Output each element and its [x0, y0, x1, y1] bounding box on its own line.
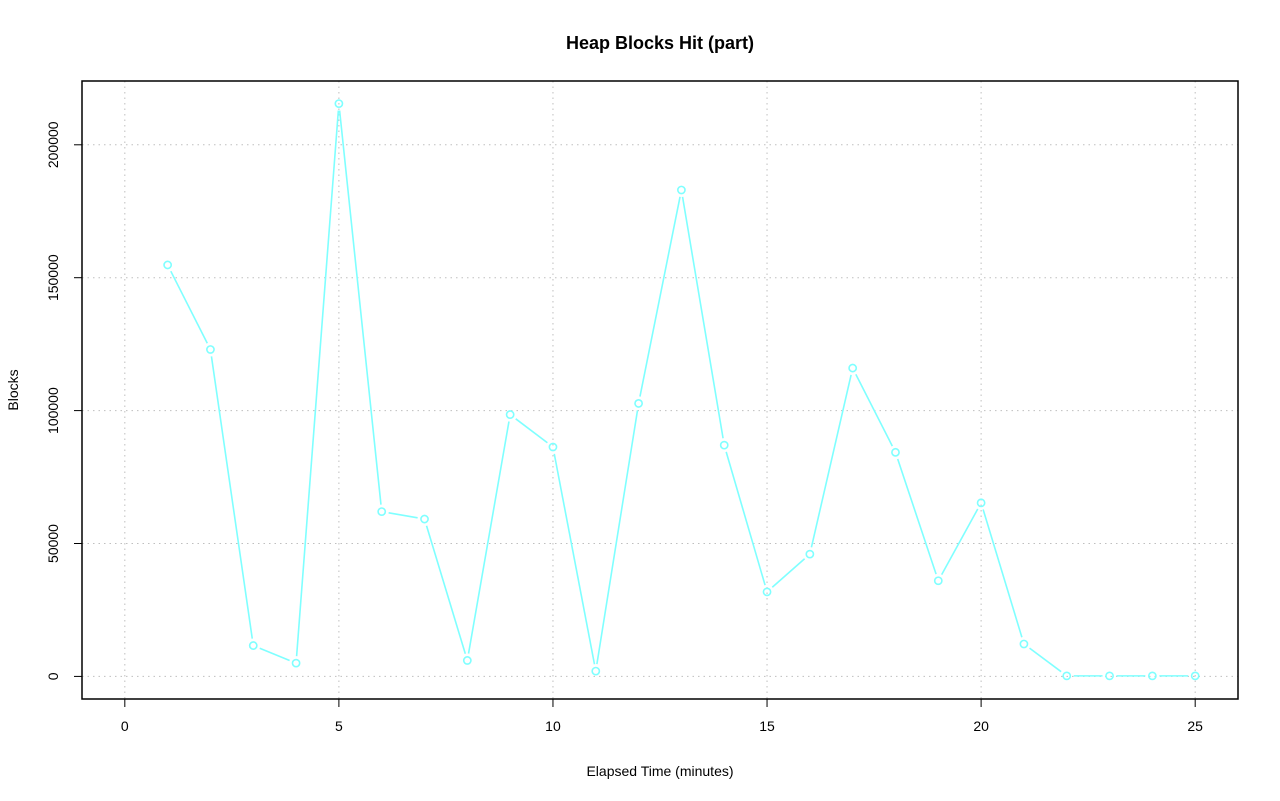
y-tick-label: 150000	[45, 254, 61, 301]
series-line-segment	[940, 508, 979, 575]
series-line-segment	[771, 558, 806, 588]
series-line-segment	[210, 356, 254, 639]
y-tick-label: 200000	[45, 121, 61, 168]
x-tick-label: 15	[759, 718, 775, 734]
data-point	[1190, 671, 1200, 681]
data-point	[891, 447, 900, 457]
data-point	[634, 399, 643, 408]
x-tick-label: 5	[335, 718, 343, 734]
x-axis: 0 5 10 15 20 25	[121, 699, 1203, 734]
data-point	[1062, 671, 1072, 681]
series-line-segment	[596, 410, 639, 665]
x-axis-label: Elapsed Time (minutes)	[586, 763, 733, 779]
series-line-segment	[467, 421, 510, 654]
data-point	[976, 498, 986, 508]
x-tick-label: 0	[121, 718, 129, 734]
chart-title: Heap Blocks Hit (part)	[566, 33, 754, 53]
y-axis-label: Blocks	[5, 369, 21, 410]
data-point	[291, 658, 301, 668]
series-line-segment	[855, 373, 894, 447]
data-point	[1147, 671, 1157, 681]
data-point	[505, 410, 515, 419]
data-point	[848, 363, 858, 373]
data-point	[1019, 639, 1029, 649]
series-line-segment	[170, 270, 208, 344]
y-tick-label: 50000	[45, 524, 61, 563]
series-line-segment	[982, 509, 1023, 638]
series-line-segment	[259, 647, 290, 662]
y-tick-label: 0	[45, 672, 61, 680]
data-point	[248, 641, 258, 650]
data-point	[420, 514, 429, 524]
x-tick-label: 20	[973, 718, 989, 734]
plot-frame	[81, 80, 1239, 700]
grid	[82, 81, 1238, 699]
series-line-segment	[725, 451, 766, 586]
data-point	[163, 260, 173, 270]
data-point	[334, 99, 344, 108]
series-line-segment	[896, 458, 937, 575]
data-point	[591, 666, 601, 676]
x-tick-label: 25	[1187, 718, 1203, 734]
data-point	[377, 507, 387, 517]
data-point	[805, 549, 815, 559]
data-point	[677, 185, 686, 195]
series-line-segment	[515, 418, 548, 444]
series-line-segment	[338, 110, 382, 505]
y-axis: 0 50000 100000 150000 200000	[45, 121, 82, 680]
series-line-segment	[553, 453, 596, 665]
series-line-segment	[810, 374, 852, 548]
series-line-segment	[425, 525, 467, 654]
series-line-segment	[295, 110, 340, 657]
x-tick-label: 10	[545, 718, 561, 734]
data-point	[1105, 671, 1114, 681]
series-line-segment	[1029, 647, 1062, 673]
series-line-segment	[639, 196, 681, 397]
y-tick-label: 100000	[45, 387, 61, 434]
series-line-segment	[681, 196, 724, 439]
series-line-group	[170, 110, 1189, 677]
data-point	[933, 576, 943, 586]
data-point	[719, 440, 729, 450]
data-points	[163, 99, 1200, 681]
data-point	[206, 345, 215, 354]
data-point	[462, 656, 472, 665]
data-point	[762, 587, 772, 597]
series-line-segment	[388, 512, 418, 519]
data-point	[548, 442, 558, 452]
